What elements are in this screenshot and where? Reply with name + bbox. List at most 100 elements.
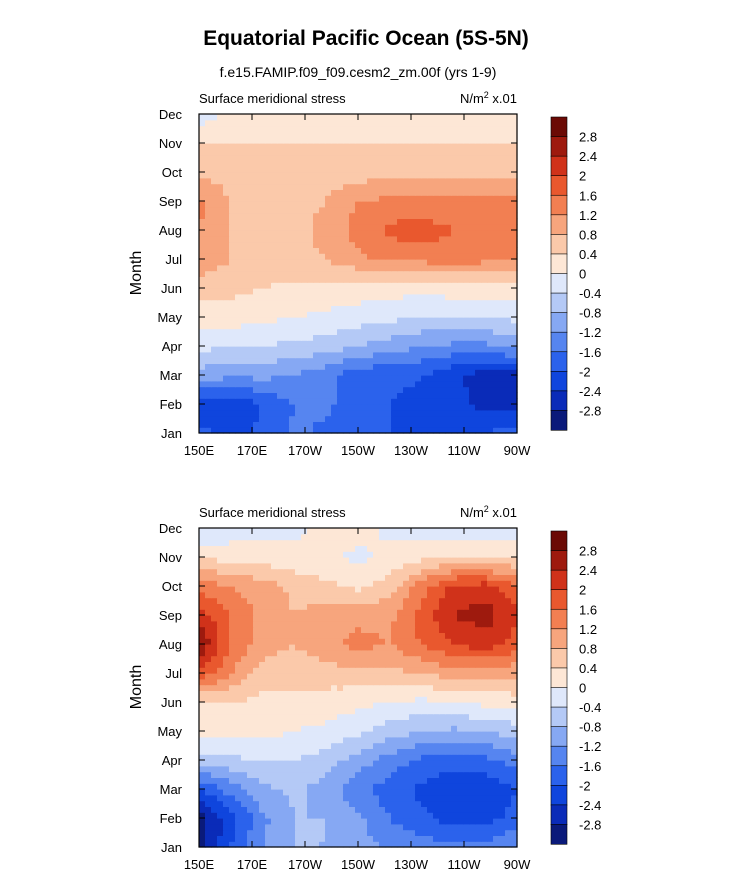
- contour-cell: [367, 754, 374, 761]
- contour-cell: [505, 835, 512, 842]
- contour-cell: [511, 760, 518, 767]
- contour-cell: [241, 363, 248, 370]
- contour-cell: [199, 340, 206, 347]
- contour-cell: [223, 690, 230, 697]
- contour-cell: [217, 684, 224, 691]
- contour-cell: [211, 189, 218, 196]
- contour-cell: [445, 230, 452, 237]
- contour-cell: [283, 119, 290, 127]
- contour-cell: [307, 282, 314, 289]
- contour-cell: [361, 154, 368, 161]
- contour-cell: [445, 841, 452, 848]
- contour-cell: [403, 415, 410, 422]
- contour-cell: [505, 131, 512, 138]
- contour-cell: [319, 386, 326, 393]
- contour-cell: [403, 119, 410, 127]
- contour-cell: [259, 806, 266, 813]
- contour-cell: [325, 322, 332, 330]
- contour-cell: [391, 794, 398, 802]
- contour-cell: [499, 742, 506, 749]
- contour-cell: [349, 131, 356, 138]
- contour-cell: [355, 375, 362, 382]
- contour-cell: [205, 334, 212, 341]
- contour-cell: [313, 719, 320, 726]
- contour-cell: [307, 253, 314, 260]
- contour-cell: [223, 812, 230, 819]
- contour-cell: [409, 415, 416, 422]
- contour-cell: [493, 794, 500, 802]
- contour-cell: [253, 427, 260, 434]
- contour-cell: [355, 270, 362, 277]
- contour-cell: [331, 835, 338, 842]
- contour-cell: [481, 189, 488, 196]
- contour-cell: [337, 678, 344, 686]
- contour-cell: [409, 114, 416, 121]
- contour-cell: [391, 224, 398, 231]
- contour-cell: [271, 684, 278, 691]
- contour-cell: [421, 690, 428, 697]
- contour-cell: [247, 224, 254, 231]
- contour-cell: [481, 392, 488, 399]
- contour-cell: [217, 800, 224, 807]
- contour-cell: [475, 707, 482, 715]
- contour-cell: [355, 235, 362, 243]
- contour-cell: [475, 183, 482, 190]
- contour-cell: [409, 398, 416, 405]
- contour-cell: [337, 415, 344, 422]
- contour-cell: [241, 369, 248, 376]
- contour-cell: [313, 632, 320, 639]
- contour-cell: [451, 334, 458, 341]
- contour-cell: [277, 421, 284, 428]
- contour-cell: [355, 351, 362, 359]
- contour-cell: [229, 655, 236, 662]
- contour-cell: [343, 690, 350, 697]
- contour-cell: [415, 404, 422, 411]
- contour-cell: [415, 725, 422, 732]
- contour-cell: [403, 259, 410, 266]
- contour-cell: [379, 183, 386, 190]
- contour-cell: [289, 119, 296, 127]
- contour-cell: [277, 340, 284, 347]
- contour-cell: [433, 800, 440, 807]
- contour-cell: [325, 748, 332, 755]
- contour-cell: [259, 340, 266, 347]
- contour-cell: [229, 789, 236, 796]
- contour-cell: [481, 160, 488, 167]
- contour-cell: [493, 696, 500, 703]
- contour-cell: [271, 131, 278, 138]
- contour-cell: [259, 264, 266, 272]
- contour-cell: [211, 661, 218, 668]
- contour-cell: [205, 143, 212, 150]
- contour-cell: [331, 760, 338, 767]
- contour-cell: [445, 189, 452, 196]
- contour-cell: [445, 160, 452, 167]
- contour-cell: [343, 765, 350, 773]
- contour-cell: [217, 771, 224, 778]
- contour-cell: [205, 282, 212, 289]
- contour-cell: [235, 143, 242, 150]
- contour-cell: [451, 812, 458, 819]
- contour-cell: [343, 299, 350, 306]
- contour-cell: [469, 380, 476, 388]
- contour-cell: [493, 661, 500, 668]
- contour-cell: [487, 143, 494, 150]
- contour-cell: [331, 783, 338, 790]
- contour-cell: [265, 794, 272, 802]
- contour-cell: [211, 404, 218, 411]
- contour-cell: [289, 754, 296, 761]
- contour-cell: [505, 357, 512, 364]
- contour-cell: [289, 841, 296, 848]
- contour-cell: [499, 783, 506, 790]
- contour-cell: [361, 386, 368, 393]
- contour-cell: [199, 794, 206, 802]
- contour-cell: [361, 143, 368, 150]
- contour-cell: [235, 736, 242, 744]
- contour-cell: [301, 404, 308, 411]
- contour-cell: [283, 363, 290, 370]
- contour-cell: [325, 235, 332, 243]
- contour-cell: [385, 270, 392, 277]
- contour-cell: [211, 386, 218, 393]
- contour-cell: [277, 276, 284, 283]
- contour-cell: [379, 235, 386, 243]
- contour-cell: [271, 137, 278, 144]
